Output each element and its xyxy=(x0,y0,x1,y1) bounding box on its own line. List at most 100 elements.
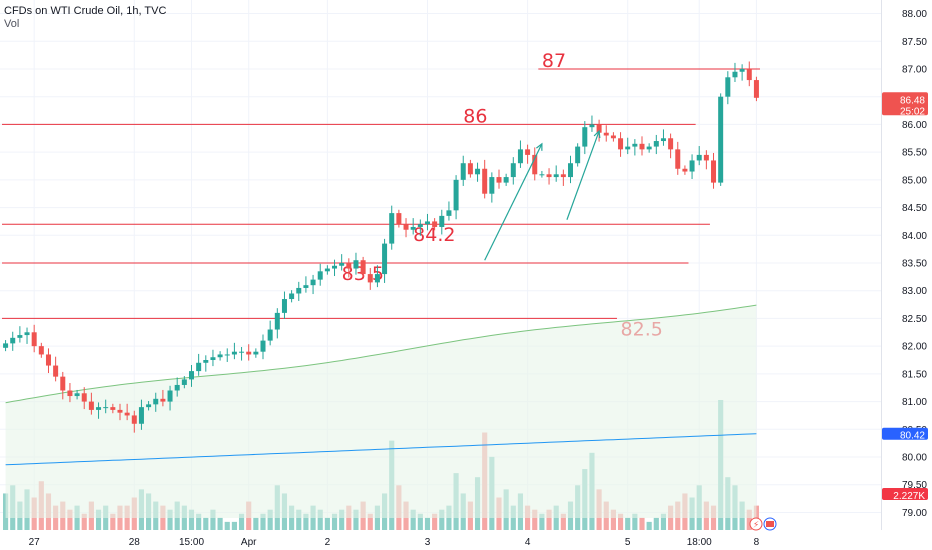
volume-bar xyxy=(303,513,309,530)
ma-blue-line xyxy=(5,433,757,466)
candle-body xyxy=(553,174,559,178)
time-axis: 27 28 15:00 Apr 2 3 4 5 18:00 8 xyxy=(29,537,760,548)
y-tick-label: 83.00 xyxy=(902,286,927,297)
y-tick-label: 88.00 xyxy=(902,9,927,20)
candle-body xyxy=(725,77,731,97)
candle-body xyxy=(696,154,702,161)
volume-bar xyxy=(539,513,545,530)
volume-bar xyxy=(210,509,216,530)
volume-bar xyxy=(339,509,345,530)
y-tick-label: 87.50 xyxy=(902,37,927,48)
volume-bar xyxy=(617,513,624,530)
candle-body xyxy=(668,138,674,150)
candle-body xyxy=(74,393,80,397)
candle-body xyxy=(88,401,94,410)
last-price-tag-bg xyxy=(882,92,928,116)
ma-green-fill xyxy=(5,305,757,518)
candle-body xyxy=(81,393,87,402)
candle-body xyxy=(60,376,66,391)
x-tick-label: 18:00 xyxy=(687,537,712,548)
volume-indicator-label[interactable]: Vol xyxy=(4,18,20,30)
candle-body xyxy=(210,357,216,361)
volume-bar xyxy=(417,513,423,530)
candle-body xyxy=(682,168,688,172)
candle-body xyxy=(424,221,430,225)
trend-arrow-line xyxy=(566,130,600,220)
candle-body xyxy=(181,379,187,385)
x-tick-label: Apr xyxy=(241,537,257,548)
candle-body xyxy=(539,174,545,176)
volume-bar xyxy=(331,513,338,530)
candle-body xyxy=(231,351,237,355)
volume-bar xyxy=(639,517,645,530)
candle-body xyxy=(103,407,109,409)
candle-body xyxy=(117,409,123,413)
volume-bar xyxy=(296,509,302,530)
symbol-title[interactable]: CFDs on WTI Crude Oil, 1h, TVC xyxy=(4,5,167,17)
candle-body xyxy=(303,285,309,288)
y-tick-label: 85.00 xyxy=(902,175,927,186)
candle-body xyxy=(582,127,588,147)
volume-bar xyxy=(95,509,102,530)
candle-body xyxy=(496,177,502,183)
candle-body xyxy=(432,221,438,227)
volume-bar xyxy=(432,513,438,530)
volume-bar xyxy=(3,493,9,530)
volume-bar xyxy=(424,517,431,530)
level-label: 86 xyxy=(463,105,487,127)
candle-body xyxy=(146,404,152,408)
candle-body xyxy=(439,215,445,227)
volume-bar xyxy=(532,509,538,530)
flag-icon[interactable] xyxy=(763,517,777,531)
candle-body xyxy=(160,398,166,402)
candle-body xyxy=(124,412,130,416)
volume-bar xyxy=(632,513,638,530)
candle-body xyxy=(503,177,509,183)
price-axis: 88.0087.5087.0086.5086.0085.5085.0084.50… xyxy=(902,9,927,519)
y-tick-label: 83.50 xyxy=(902,259,927,270)
candle-body xyxy=(525,149,531,155)
candle-body xyxy=(10,337,16,344)
y-tick-label: 84.00 xyxy=(902,231,927,242)
candle-body xyxy=(653,141,659,147)
volume-bar xyxy=(560,513,566,530)
candle-body xyxy=(196,362,202,372)
volume-bar xyxy=(231,521,237,530)
volume-bar xyxy=(110,513,116,530)
candle-body xyxy=(17,335,23,338)
trend-arrows xyxy=(484,129,601,261)
volume-bar xyxy=(260,513,266,530)
y-tick-label: 85.50 xyxy=(902,148,927,159)
candle-body xyxy=(217,354,223,358)
level-label: 84.2 xyxy=(413,224,455,246)
candle-body xyxy=(446,210,452,216)
candle-body xyxy=(475,168,481,175)
candle-body xyxy=(546,174,552,178)
volume-bar xyxy=(625,517,631,530)
candle-body xyxy=(31,332,37,347)
dividend-icon[interactable]: ⚡ xyxy=(749,517,763,531)
y-tick-label: 80.00 xyxy=(902,453,927,464)
volume-bar xyxy=(646,521,652,530)
candle-body xyxy=(253,351,259,355)
candle-body xyxy=(689,160,695,172)
candle-body xyxy=(460,163,466,180)
candle-body xyxy=(24,332,30,336)
candle-body xyxy=(138,407,144,424)
x-tick-label: 15:00 xyxy=(179,537,204,548)
candle-body xyxy=(67,390,73,397)
candle-body xyxy=(489,177,495,194)
volume-bar xyxy=(367,513,373,530)
volume-value-tag: 2.227K xyxy=(882,488,928,502)
x-tick-label: 2 xyxy=(325,537,331,548)
candle-body xyxy=(417,224,423,227)
candle-body xyxy=(360,260,366,275)
candle-body xyxy=(632,143,638,147)
candle-body xyxy=(510,163,516,178)
candle-body xyxy=(560,174,566,178)
candle-body xyxy=(739,68,745,72)
volume-bar xyxy=(217,517,223,530)
volume-bar xyxy=(67,509,73,530)
